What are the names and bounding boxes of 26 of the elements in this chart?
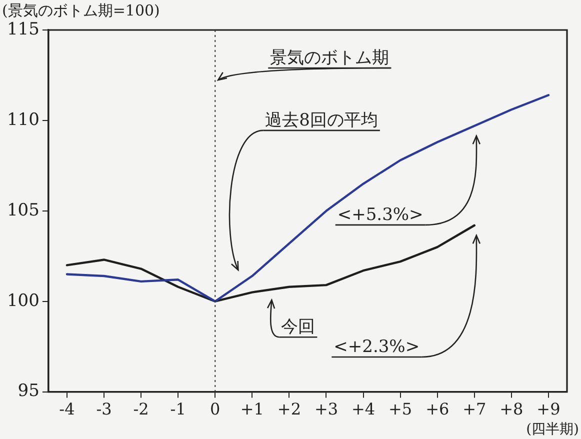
y-tick-label: 110 [6,110,40,130]
x-tick-label: -1 [170,400,186,419]
y-tick-label: 105 [6,200,40,220]
x-tick-label: -4 [59,400,75,419]
x-tick-label: +5 [388,400,412,419]
y-tick-label: 115 [6,19,40,40]
y-tick-label: 100 [6,290,40,311]
annotation: <+5.3%> [337,204,424,225]
x-axis-title: (四半期) [526,422,579,438]
text: 過去8回の平均 [265,110,378,130]
x-tick-label: -3 [96,400,112,419]
x-tick-label: 0 [210,400,220,419]
x-tick-label: +3 [314,400,338,419]
x-tick-label: +9 [536,400,560,419]
y-tick-label: 95 [18,381,40,402]
x-tick-label: +4 [351,400,376,419]
x-tick-label: -2 [133,400,149,419]
x-tick-label: +8 [500,400,524,419]
annotation: <+2.3%> [334,337,420,357]
x-tick-label: +7 [462,400,486,419]
x-tick-label: +2 [277,400,301,419]
y-axis-title: (景気のボトム期=100) [2,1,160,20]
legend-label: 今回 [281,317,316,338]
ref-line-label: 景気のボトム期 [270,48,390,68]
x-tick-label: +1 [240,400,264,419]
x-tick-label: +6 [426,400,450,419]
